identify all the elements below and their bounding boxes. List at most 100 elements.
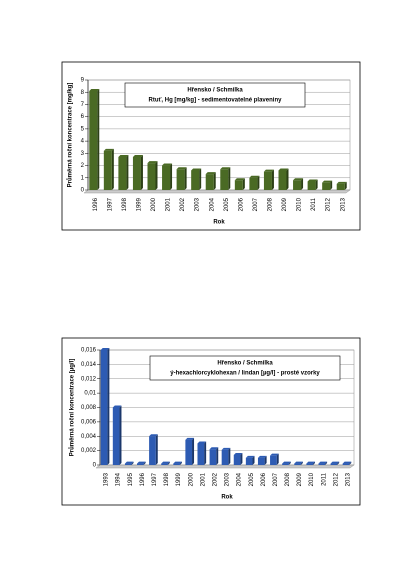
bar-side: [264, 455, 267, 465]
bar-side: [126, 155, 129, 190]
x-tick-label: 2011: [311, 197, 317, 211]
y-tick-label: 6: [81, 114, 85, 120]
bar-top: [149, 434, 158, 437]
bar-top: [293, 178, 304, 181]
bar-top: [270, 453, 279, 456]
bar-top: [209, 447, 219, 450]
bar-top: [197, 441, 207, 444]
bar-side: [288, 461, 291, 465]
bar: [234, 180, 243, 190]
bar: [118, 157, 127, 190]
bar-top: [89, 89, 100, 91]
bar-top: [257, 455, 267, 458]
bar-side: [257, 175, 260, 190]
bar: [282, 463, 289, 465]
x-tick-label: 2008: [285, 472, 291, 486]
bar-top: [294, 461, 303, 464]
bar: [330, 463, 338, 465]
bar-side: [192, 437, 195, 465]
x-tick-label: 2010: [297, 197, 303, 211]
bar: [307, 181, 316, 190]
x-tick-label: 2011: [321, 472, 327, 486]
bar: [263, 171, 272, 190]
x-tick-label: 1999: [137, 197, 143, 211]
bar-top: [173, 461, 182, 464]
x-tick-label: 2006: [261, 472, 267, 486]
x-tick-label: 1997: [152, 472, 158, 486]
x-tick-label: 2013: [346, 472, 352, 486]
bar: [221, 449, 229, 465]
x-tick-label: 1996: [93, 197, 99, 211]
x-axis-label: Rok: [213, 220, 225, 226]
x-tick-label: 2012: [333, 472, 339, 486]
bar-top: [263, 169, 274, 172]
y-tick-label: 0,006: [81, 419, 97, 425]
bar-side: [179, 461, 182, 465]
x-tick-label: 2002: [212, 472, 218, 486]
x-tick-label: 1999: [176, 472, 182, 486]
y-tick-label: 4: [81, 139, 85, 145]
y-tick-label: 0: [93, 463, 97, 469]
x-axis-label: Rok: [221, 495, 233, 501]
bar: [220, 169, 229, 190]
x-tick-label: 2005: [224, 197, 230, 211]
bar-top: [306, 461, 315, 464]
bar: [306, 463, 313, 465]
plot-floor: [83, 189, 351, 194]
bar: [112, 407, 120, 465]
chart-subtitle: ý-hexachlorcyklohexan / lindan [µg/l] - …: [170, 371, 320, 377]
bar: [294, 463, 301, 465]
bar-top: [221, 447, 231, 450]
x-tick-label: 2005: [249, 472, 255, 486]
y-tick-label: 9: [81, 78, 85, 84]
bar: [149, 436, 156, 465]
chart-frame: [61, 61, 361, 231]
bar-top: [249, 175, 260, 178]
x-tick-label: 2003: [225, 472, 231, 486]
bar-side: [97, 89, 100, 190]
x-tick-label: 2009: [297, 472, 303, 486]
x-tick-label: 2000: [151, 197, 157, 211]
bar-top: [342, 461, 352, 464]
x-tick-label: 2007: [273, 472, 279, 486]
bar-top: [307, 179, 318, 182]
bar: [205, 174, 214, 190]
y-tick-label: 0,014: [81, 362, 97, 368]
y-tick-label: 1: [81, 175, 85, 181]
y-axis-label: Průměrná roční koncentrace [mg/kg]: [67, 83, 74, 188]
bar-side: [242, 178, 245, 190]
bar-side: [184, 167, 187, 190]
bar-side: [300, 461, 303, 465]
bar: [233, 454, 241, 465]
x-tick-label: 2004: [237, 472, 243, 486]
bar-top: [191, 168, 202, 171]
bar-top: [336, 181, 347, 184]
bar: [245, 457, 253, 465]
x-tick-label: 2002: [180, 197, 186, 211]
x-tick-label: 1997: [107, 197, 113, 211]
chart-title: Hřensko / Schmilka: [217, 361, 273, 367]
bar-top: [176, 167, 187, 170]
bar-side: [276, 453, 279, 465]
bar-side: [143, 461, 146, 465]
bar: [103, 150, 112, 190]
bar: [162, 165, 171, 190]
x-tick-label: 2013: [340, 197, 346, 211]
bar: [176, 169, 185, 190]
x-tick-label: 2001: [166, 197, 172, 211]
y-tick-label: 5: [81, 126, 85, 132]
x-tick-label: 2006: [238, 197, 244, 211]
x-tick-label: 2009: [282, 197, 288, 211]
bar-side: [349, 461, 352, 465]
bar: [185, 439, 193, 465]
bar: [100, 350, 108, 465]
x-tick-label: 2007: [253, 197, 259, 211]
bar-top: [278, 168, 289, 171]
bar-side: [155, 161, 158, 190]
bar: [147, 163, 156, 190]
bar-side: [252, 455, 255, 465]
bar-side: [228, 447, 231, 465]
bar: [342, 463, 350, 465]
